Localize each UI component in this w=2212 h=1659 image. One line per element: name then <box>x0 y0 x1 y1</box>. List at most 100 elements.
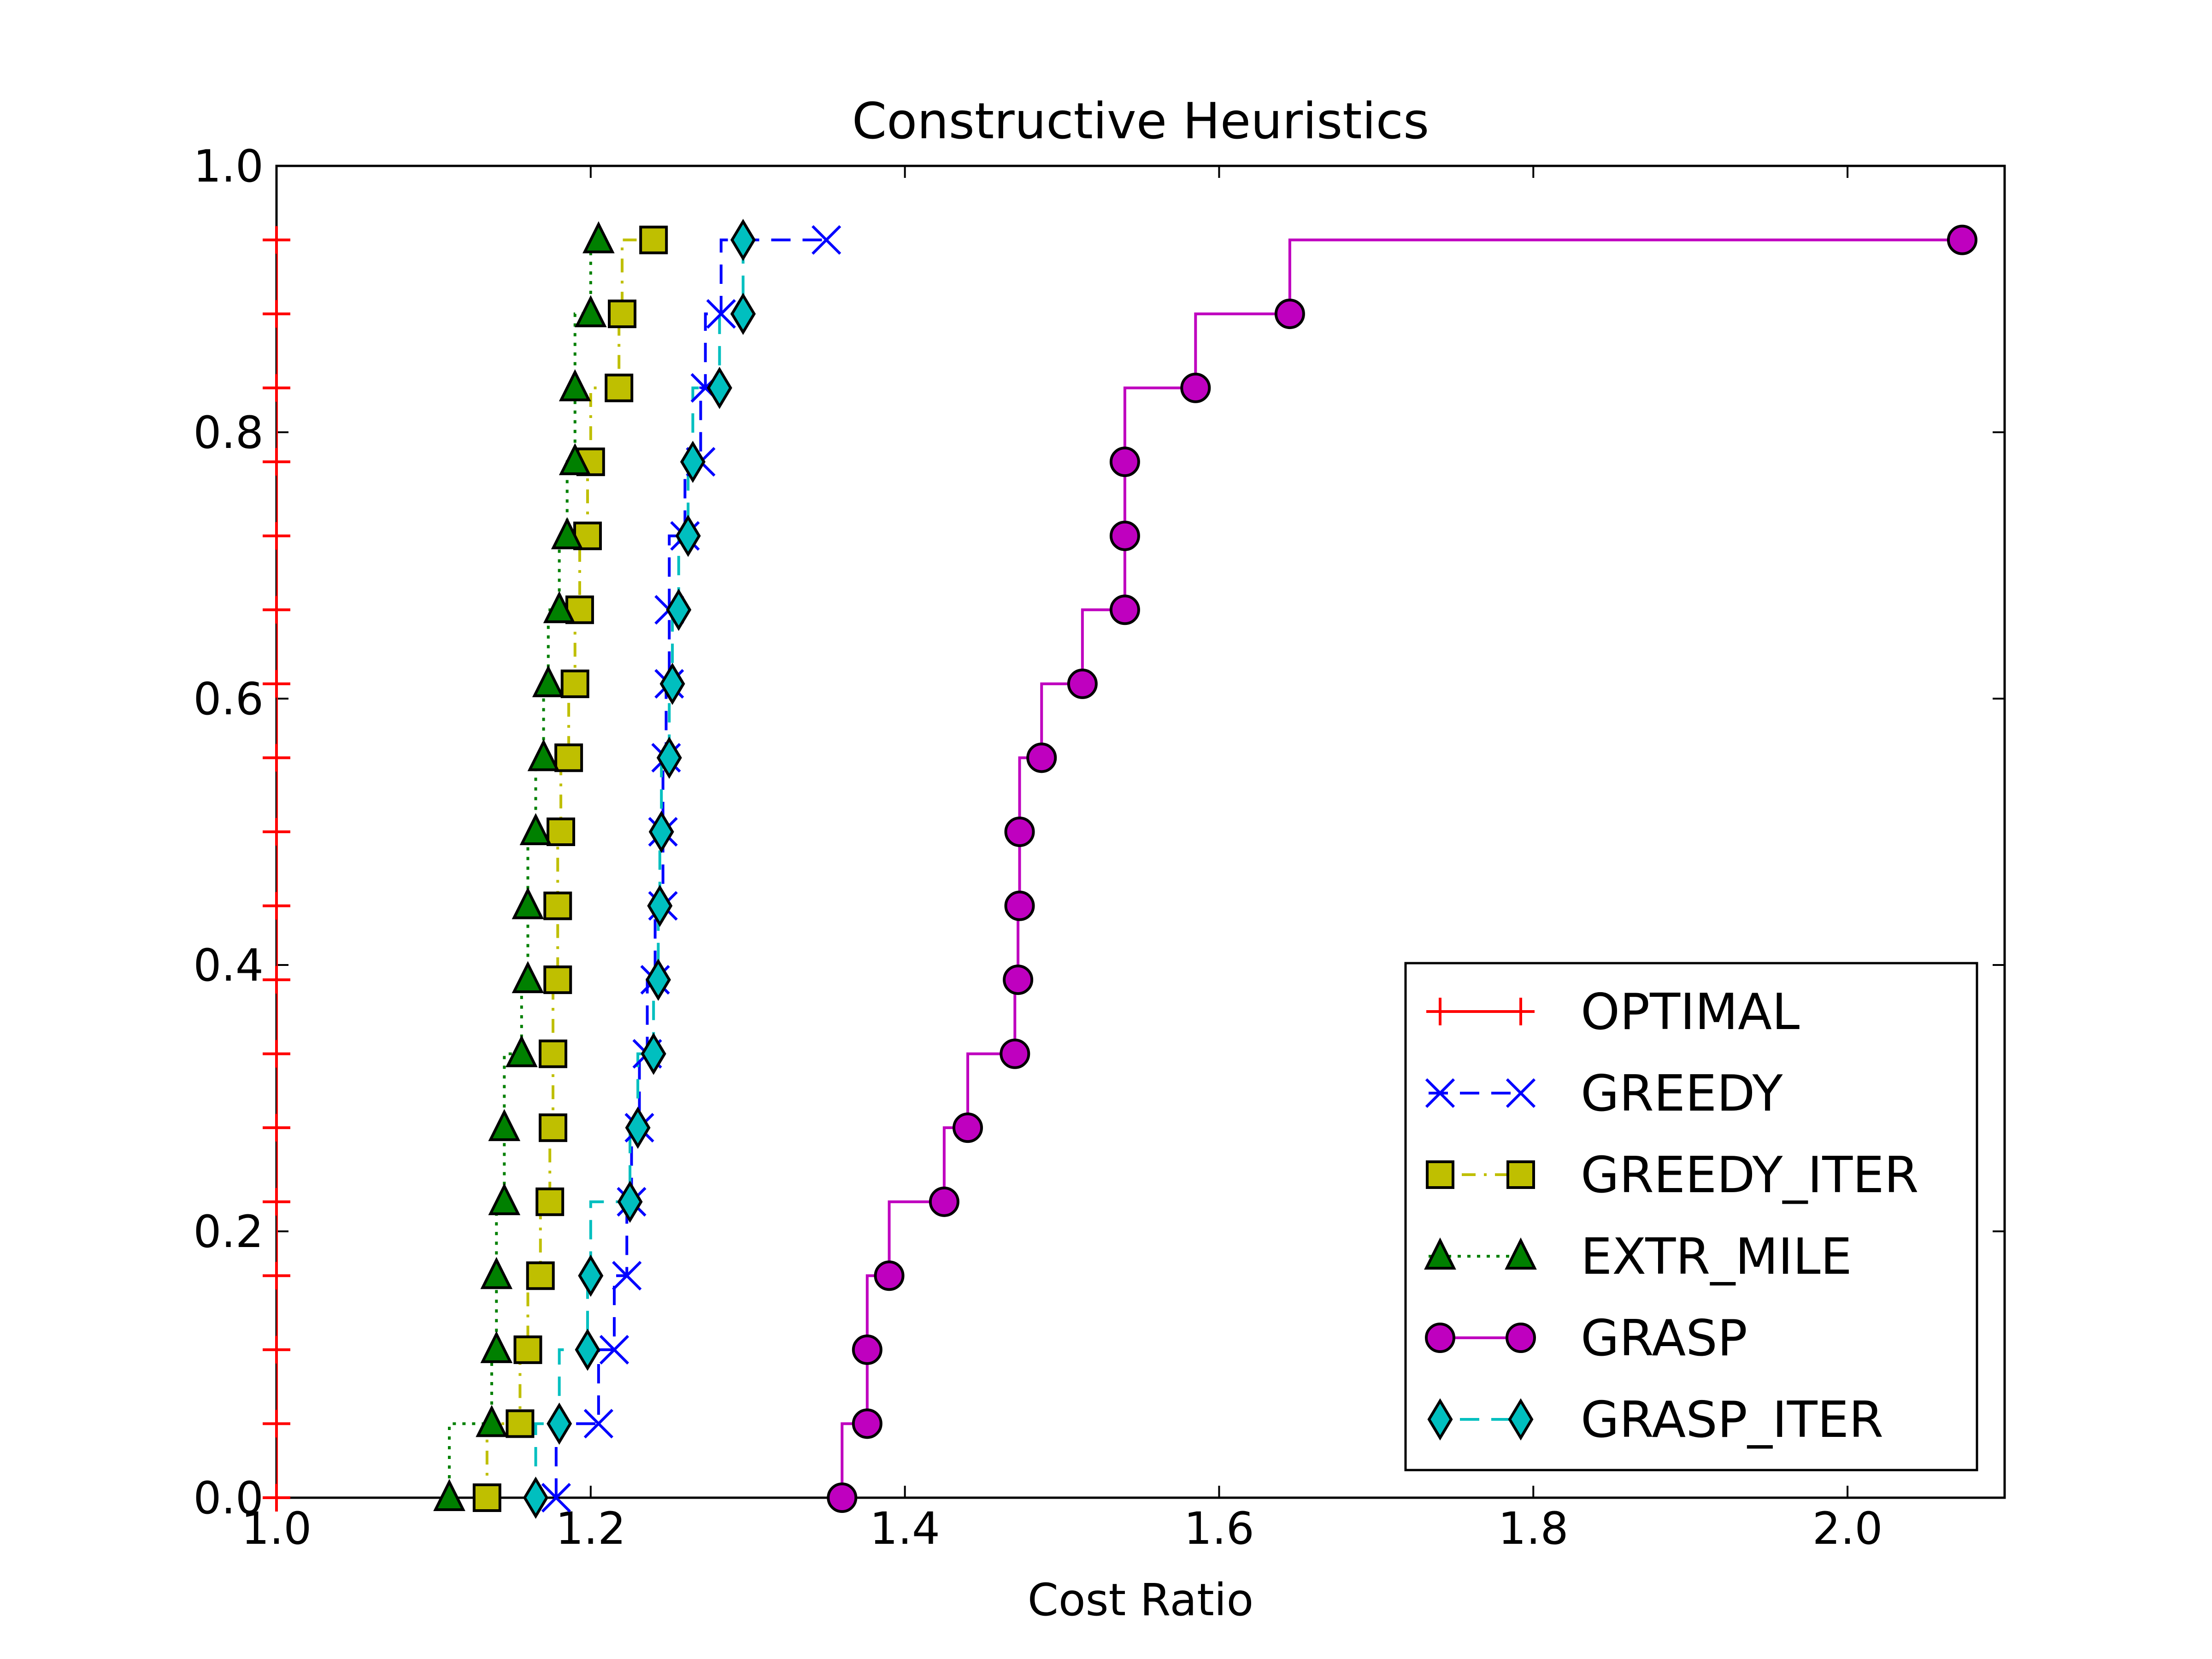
point-greedy <box>812 225 841 255</box>
point-optimal <box>263 744 290 772</box>
x-tick-label: 1.6 <box>1184 1503 1254 1554</box>
point-optimal <box>263 374 290 402</box>
point-optimal <box>263 1114 290 1142</box>
legend-marker-greedy-b <box>1425 1078 1455 1108</box>
point-optimal <box>263 448 290 476</box>
point-grasp <box>1004 890 1035 921</box>
point-greedy <box>541 1483 571 1513</box>
point-grasp <box>1026 742 1057 773</box>
point-extr-mile <box>433 1479 465 1511</box>
point-grasp-iter <box>645 959 671 1001</box>
point-greedy <box>612 1261 642 1291</box>
point-greedy-iter <box>526 1261 555 1290</box>
point-greedy-b <box>612 1261 642 1291</box>
point-grasp <box>1000 1038 1030 1069</box>
legend-marker-grasp <box>1425 1323 1455 1353</box>
y-tick-label: 1.0 <box>193 141 264 192</box>
point-greedy-iter <box>543 891 572 920</box>
legend-label-grasp: GRASP <box>1581 1310 1747 1367</box>
point-grasp-iter <box>680 441 706 483</box>
point-optimal <box>263 300 290 328</box>
point-grasp <box>953 1112 983 1143</box>
point-optimal <box>263 1188 290 1216</box>
point-greedy <box>706 299 736 329</box>
point-grasp-iter <box>706 366 732 409</box>
point-greedy-iter <box>543 965 572 994</box>
point-grasp <box>929 1186 959 1217</box>
legend-marker-extr-mile <box>1505 1237 1537 1270</box>
point-grasp-iter <box>656 736 682 779</box>
point-greedy-iter <box>539 1039 567 1068</box>
point-grasp <box>1180 372 1211 403</box>
point-grasp <box>852 1334 882 1365</box>
point-greedy-iter <box>605 373 634 402</box>
point-optimal <box>263 226 290 254</box>
point-greedy-iter <box>608 300 636 329</box>
legend-marker-optimal <box>1426 998 1454 1025</box>
point-extr-mile <box>559 369 591 401</box>
legend-marker-grasp-iter <box>1508 1398 1534 1441</box>
point-grasp-iter <box>617 1181 643 1223</box>
point-optimal <box>263 892 290 920</box>
x-tick-label: 2.0 <box>1812 1503 1883 1554</box>
point-extr-mile <box>532 665 565 697</box>
point-optimal <box>263 670 290 698</box>
point-grasp-iter <box>575 1329 600 1371</box>
x-axis-label: Cost Ratio <box>1028 1574 1253 1626</box>
legend: OPTIMAL GREEDY GREEDY_ITER EXTR_MILE GRASP GR… <box>1404 962 1978 1471</box>
point-optimal <box>263 596 290 624</box>
y-tick-label: 0.6 <box>193 673 264 725</box>
point-extr-mile <box>488 1183 521 1215</box>
point-grasp-iter <box>523 1477 548 1519</box>
point-extr-mile <box>480 1257 513 1289</box>
point-grasp-iter <box>730 218 756 261</box>
legend-label-extr-mile: EXTR_MILE <box>1581 1228 1852 1286</box>
point-grasp-iter <box>578 1254 604 1297</box>
markers-layer <box>263 218 1977 1519</box>
point-extr-mile <box>512 887 544 919</box>
point-extr-mile <box>582 221 615 253</box>
legend-marker-greedy <box>1506 1078 1536 1108</box>
legend-marker-greedy-iter <box>1426 1160 1454 1189</box>
point-grasp-iter <box>666 588 692 631</box>
point-greedy-iter <box>547 818 576 846</box>
y-tick-label: 0.2 <box>193 1206 264 1258</box>
x-tick-label: 1.8 <box>1498 1503 1569 1554</box>
point-grasp <box>874 1260 905 1291</box>
y-tick-label: 0.8 <box>193 407 264 459</box>
series-line-grasp-iter <box>534 240 745 1498</box>
point-extr-mile <box>480 1331 513 1363</box>
point-grasp <box>1004 817 1035 847</box>
legend-marker-grasp <box>1506 1323 1536 1353</box>
legend-label-optimal: OPTIMAL <box>1581 983 1800 1041</box>
point-grasp <box>852 1408 882 1439</box>
point-optimal <box>263 522 290 550</box>
point-greedy-b <box>706 299 736 329</box>
point-greedy-b <box>812 225 841 255</box>
point-greedy-iter <box>639 225 668 254</box>
point-grasp <box>1109 594 1140 625</box>
point-optimal <box>263 818 290 846</box>
point-optimal <box>263 1410 290 1438</box>
x-tick-label: 1.2 <box>555 1503 626 1554</box>
point-extr-mile <box>476 1405 508 1437</box>
point-optimal <box>263 966 290 994</box>
point-extr-mile <box>505 1035 538 1067</box>
point-greedy-iter <box>539 1113 567 1142</box>
point-grasp-iter <box>675 515 701 557</box>
legend-box <box>1404 962 1978 1471</box>
chart-title: Constructive Heuristics <box>852 93 1430 150</box>
point-optimal <box>263 1040 290 1068</box>
point-grasp <box>1003 965 1034 995</box>
point-extr-mile <box>543 591 576 624</box>
point-extr-mile <box>512 961 544 994</box>
point-grasp <box>1067 668 1098 699</box>
point-extr-mile <box>559 443 591 476</box>
point-grasp-iter <box>659 663 685 705</box>
point-greedy <box>599 1335 629 1365</box>
point-grasp <box>1109 520 1140 551</box>
point-extr-mile <box>488 1109 521 1141</box>
point-extr-mile <box>527 739 560 771</box>
point-grasp <box>1947 224 1977 255</box>
